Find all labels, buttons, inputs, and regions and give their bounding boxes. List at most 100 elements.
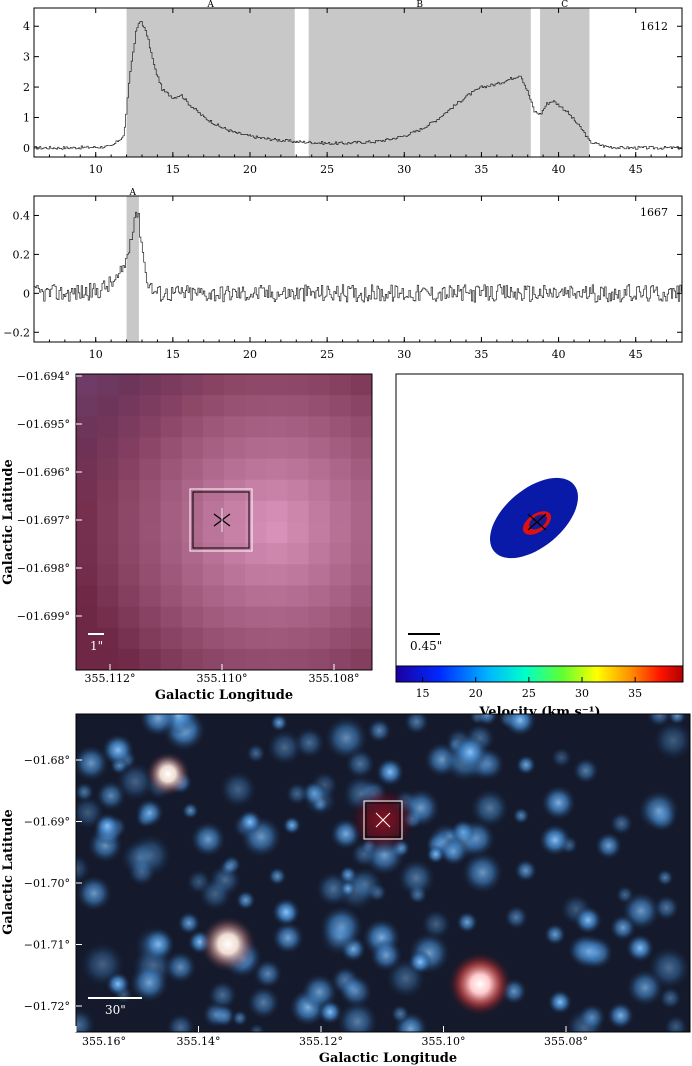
star (219, 770, 257, 808)
star (253, 959, 283, 989)
star (166, 1013, 195, 1032)
image-pixel (308, 648, 331, 671)
image-pixel (160, 585, 183, 608)
image-pixel (224, 500, 246, 523)
image-pixel (202, 627, 225, 650)
image-pixel (118, 458, 140, 481)
image-pixel (350, 648, 373, 671)
spectrum-line (34, 211, 682, 303)
image-pixel (266, 437, 288, 460)
star (182, 802, 199, 820)
image-pixel (287, 479, 310, 502)
spectrum-1667-label: 1667 (640, 206, 668, 219)
image-pixel (181, 585, 204, 608)
image-pixel (181, 479, 204, 502)
x-tick-label: 355.110° (197, 672, 248, 685)
star (304, 783, 337, 817)
maser-scalebar-label: 0.45" (410, 639, 442, 653)
zoom-y-ticks: −01.694° −01.695° −01.696° −01.697° −01.698°… (17, 370, 82, 623)
velocity-colorbar (395, 665, 684, 683)
maser-spots (522, 511, 552, 535)
image-pixel (76, 479, 98, 502)
image-pixel (76, 648, 98, 671)
colorbar-tick-label: 20 (469, 687, 483, 700)
colorbar-tick-label: 30 (575, 687, 589, 700)
spectrum-1667-y-ticks: −0.2 0 0.2 0.4 (3, 209, 682, 339)
star (248, 1023, 265, 1032)
image-pixel (224, 437, 246, 460)
star (282, 816, 301, 835)
star (638, 790, 680, 831)
star (544, 923, 566, 946)
zoom-frame (75, 373, 373, 671)
image-pixel (245, 374, 267, 396)
image-pixel (181, 458, 204, 481)
image-pixel (329, 458, 352, 481)
image-pixel (245, 543, 267, 565)
star (571, 934, 607, 970)
image-pixel (118, 564, 140, 586)
image-pixel (308, 437, 331, 460)
image-pixel (97, 395, 119, 417)
image-pixel (76, 458, 98, 481)
region-label-C: C (561, 0, 568, 10)
image-pixel (266, 458, 288, 481)
image-pixel (160, 479, 183, 502)
star (231, 1010, 248, 1027)
image-pixel (181, 543, 204, 565)
zoom-target-cross (213, 508, 231, 532)
image-pixel (329, 627, 352, 650)
star (219, 858, 238, 877)
image-pixel (118, 543, 140, 565)
wide-y-ticks: −01.68° −01.69° −01.70° −01.71° −01.72° (24, 754, 82, 1013)
star (653, 895, 680, 921)
image-pixel (245, 437, 267, 460)
y-tick-label: −01.696° (17, 466, 70, 479)
image-pixel (266, 585, 288, 608)
image-pixel (329, 648, 352, 671)
y-tick-label: 0.2 (13, 248, 31, 261)
image-pixel (350, 374, 373, 396)
star (476, 714, 498, 726)
image-pixel (308, 458, 331, 481)
image-pixel (224, 606, 246, 629)
star (164, 951, 197, 984)
image-pixel (224, 648, 246, 671)
bright-star (504, 714, 536, 736)
x-tick-label: 30 (397, 163, 411, 176)
x-tick-label: 355.12° (299, 1035, 343, 1048)
star (573, 757, 599, 784)
image-pixel (308, 395, 331, 417)
image-pixel (224, 585, 246, 608)
image-pixel (245, 395, 267, 417)
image-pixel (329, 437, 352, 460)
star (656, 869, 674, 887)
image-pixel (266, 500, 288, 523)
image-pixel (329, 374, 352, 396)
image-pixel (308, 606, 331, 629)
wide-field-panel: 30" −01.68°−01.69°−01.70°−01.71°−01.72° … (1, 713, 691, 1066)
image-pixel (118, 500, 140, 523)
spectrum-1667-regions (126, 196, 139, 342)
image-pixel (329, 564, 352, 586)
image-pixel (139, 395, 162, 417)
region-label-A: A (128, 188, 136, 198)
star (664, 1015, 688, 1032)
star (461, 851, 504, 894)
x-tick-label: 40 (552, 348, 566, 358)
star (404, 714, 429, 735)
zoom-scalebar: 1" (88, 633, 104, 653)
spectrum-1612-trace (34, 21, 682, 150)
image-pixel (287, 437, 310, 460)
image-pixel (76, 395, 98, 417)
star (76, 782, 94, 802)
image-pixel (245, 479, 267, 502)
image-pixel (308, 543, 331, 565)
wide-target-box-outer (363, 800, 403, 840)
star (595, 832, 622, 860)
image-pixel (97, 606, 119, 629)
image-pixel (160, 543, 183, 565)
image-pixel (329, 522, 352, 544)
image-pixel (97, 648, 119, 671)
image-pixel (139, 627, 162, 650)
